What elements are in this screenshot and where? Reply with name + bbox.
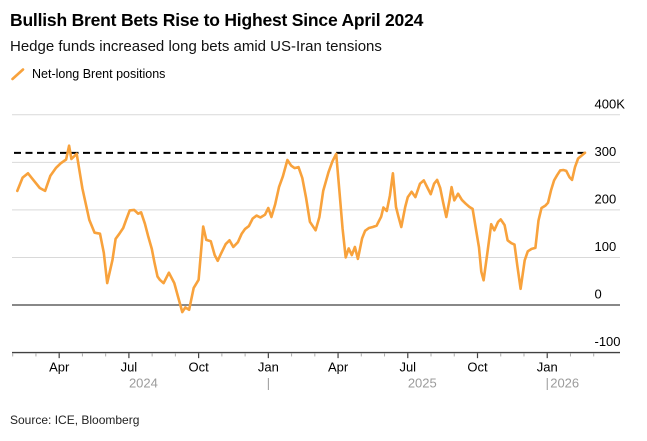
page-title: Bullish Brent Bets Rise to Highest Since… (10, 10, 424, 30)
year-label: 2024 (129, 376, 158, 391)
x-tick-label: Apr (328, 360, 349, 375)
legend: Net-long Brent positions (11, 66, 165, 82)
x-tick-label: Jul (121, 360, 138, 375)
y-tick-label: 100 (595, 239, 617, 254)
source-note: Source: ICE, Bloomberg (10, 413, 140, 427)
y-tick-label: -100 (595, 334, 621, 349)
x-tick-label: Jul (399, 360, 416, 375)
y-tick-label: 200 (595, 191, 617, 206)
series-line (16, 144, 587, 314)
x-tick-label: Jan (258, 360, 279, 375)
x-tick-label: Jan (537, 360, 558, 375)
year-divider: | (267, 377, 270, 391)
legend-line-swatch-icon (11, 66, 25, 82)
y-tick-label: 400K (595, 96, 626, 111)
year-label: 2025 (408, 376, 437, 391)
legend-label: Net-long Brent positions (32, 67, 166, 81)
x-tick-label: Apr (49, 360, 70, 375)
y-tick-label: 300 (595, 144, 617, 159)
x-tick-label: Oct (467, 360, 488, 375)
year-label: 2026 (550, 376, 579, 391)
page-subtitle: Hedge funds increased long bets amid US-… (10, 38, 382, 55)
y-tick-label: 0 (595, 287, 602, 302)
x-tick-label: Oct (189, 360, 210, 375)
year-divider: | (546, 377, 549, 391)
